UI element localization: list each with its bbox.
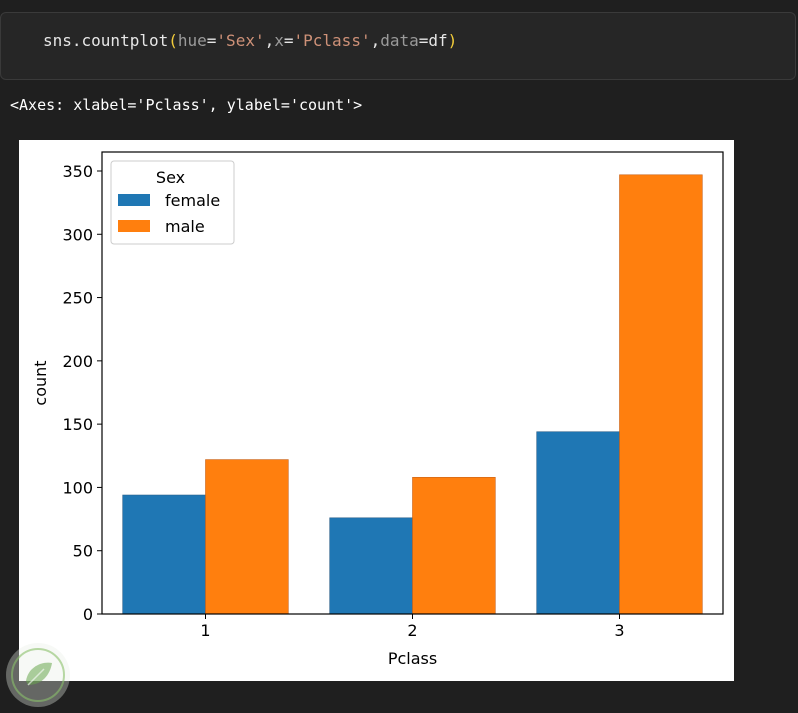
plot-frame [101, 151, 724, 615]
x-tick-label: 2 [407, 621, 417, 640]
y-tick-label: 200 [62, 352, 93, 371]
code-function: sns.countplot [43, 31, 169, 50]
x-tick-label: 3 [614, 621, 624, 640]
y-tick-label: 300 [62, 225, 93, 244]
y-tick-label: 350 [62, 162, 93, 181]
x-tick-label: 1 [200, 621, 210, 640]
code-arg-key: x [274, 31, 284, 50]
code-equals: = [418, 31, 429, 50]
legend-label-female: female [165, 191, 220, 210]
bar-female-1 [122, 494, 206, 615]
code-equals: = [283, 31, 294, 50]
y-tick-label: 100 [62, 478, 93, 497]
y-tick-label: 150 [62, 415, 93, 434]
legend-swatch-male [118, 220, 150, 232]
bar-male-3 [619, 174, 703, 615]
code-cell[interactable]: sns.countplot(hue='Sex',x='Pclass',data=… [0, 12, 796, 80]
y-tick-label: 0 [83, 605, 93, 624]
bar-male-2 [412, 476, 496, 615]
code-arg-value: df [428, 31, 448, 50]
y-tick-label: 50 [73, 542, 93, 561]
code-comma: , [264, 31, 275, 50]
countplot-chart: 1 2 3 0 50 100 150 200 250 300 350 Pclass count Sex fe… [31, 151, 724, 668]
code-paren-open: ( [168, 31, 178, 50]
legend-swatch-female [118, 194, 150, 206]
code-arg-value: 'Sex' [216, 31, 265, 50]
code-line[interactable]: sns.countplot(hue='Sex',x='Pclass',data=… [43, 31, 457, 50]
bar-female-2 [329, 517, 413, 615]
leaf-logo-icon [4, 641, 72, 709]
code-arg-key: hue [177, 31, 207, 50]
bar-male-1 [205, 459, 289, 615]
y-axis-label: count [31, 360, 50, 405]
legend-label-male: male [165, 217, 205, 236]
code-arg-value: 'Pclass' [293, 31, 371, 50]
code-arg-key: data [380, 31, 419, 50]
output-repr: <Axes: xlabel='Pclass', ylabel='count'> [10, 96, 363, 114]
chart-figure: 1 2 3 0 50 100 150 200 250 300 350 Pclass count Sex fe… [19, 140, 734, 681]
bar-female-3 [536, 431, 620, 615]
code-comma: , [370, 31, 381, 50]
x-axis-label: Pclass [388, 649, 437, 668]
y-tick-label: 250 [62, 289, 93, 308]
code-paren-close: ) [447, 31, 458, 50]
legend-title: Sex [156, 168, 185, 187]
code-equals: = [206, 31, 217, 50]
